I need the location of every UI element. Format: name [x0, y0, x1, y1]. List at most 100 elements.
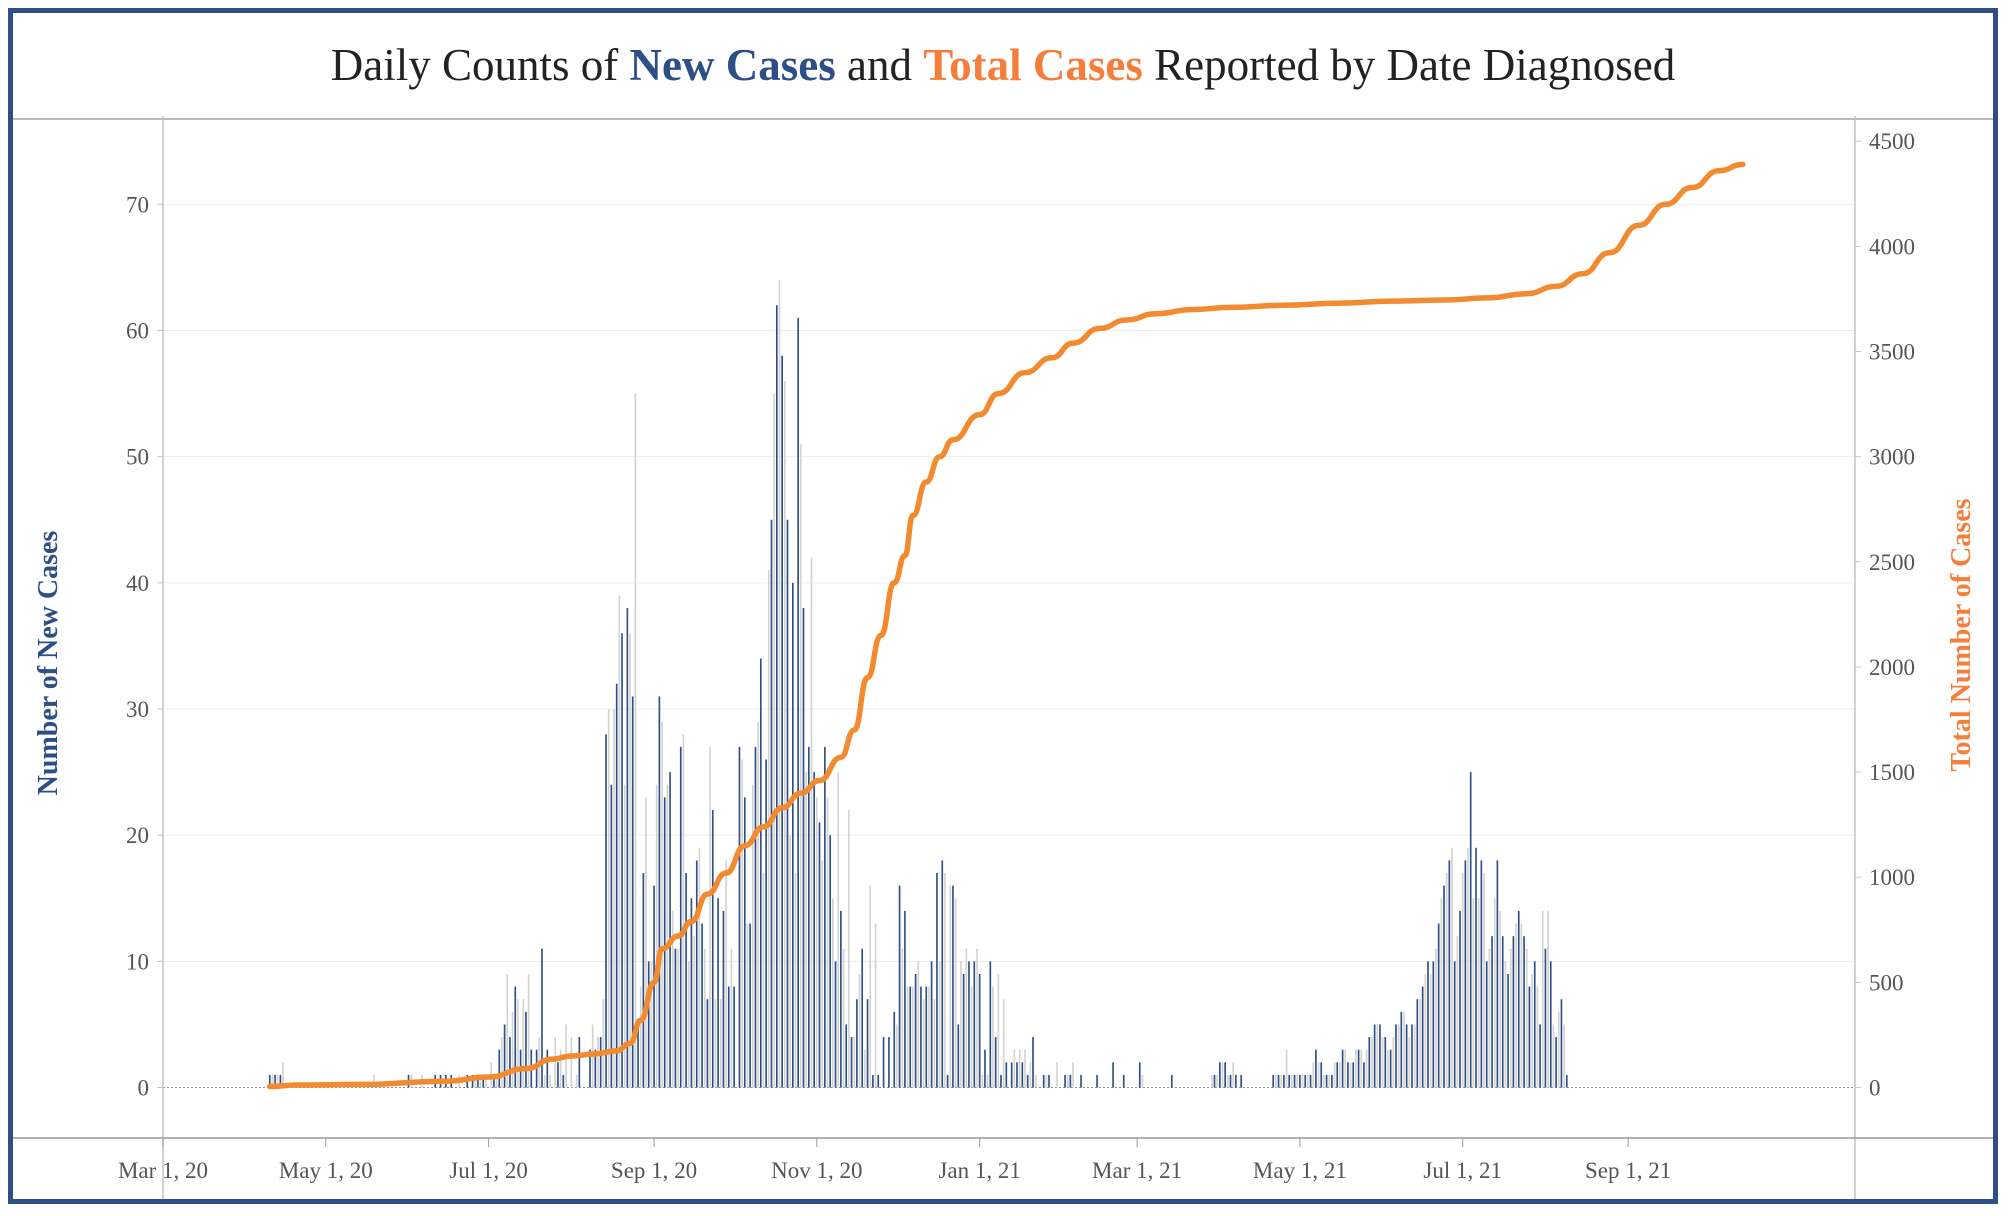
new-cases-bar — [898, 885, 901, 1088]
new-cases-bar — [1509, 948, 1512, 1088]
new-cases-bar — [837, 772, 840, 1088]
new-cases-bar — [268, 1074, 271, 1088]
new-cases-bar — [896, 1024, 898, 1088]
new-cases-bar — [901, 948, 904, 1088]
new-cases-bar — [989, 961, 992, 1088]
new-cases-bar — [495, 1074, 498, 1088]
title-prefix: Daily Counts of — [330, 40, 630, 90]
new-cases-bar — [621, 633, 623, 1088]
new-cases-bar — [714, 999, 717, 1088]
new-cases-bar — [645, 797, 647, 1088]
new-cases-bar — [749, 923, 751, 1088]
new-cases-bar — [751, 784, 754, 1088]
new-cases-bar — [1389, 1049, 1392, 1088]
new-cases-bar — [634, 393, 637, 1088]
new-cases-bar — [1507, 973, 1509, 1088]
axes: 0 10 20 30 40 50 60 70 0 500 1000 1500 2000 2500 3000 3… — [13, 116, 1993, 1199]
new-cases-bar — [618, 595, 621, 1088]
new-cases-bar — [1299, 1074, 1301, 1088]
new-cases-bar — [727, 986, 730, 1088]
new-cases-bar — [1336, 1062, 1339, 1088]
new-cases-bar — [954, 898, 957, 1088]
new-cases-bar — [610, 784, 613, 1088]
new-cases-bar — [602, 999, 605, 1088]
new-cases-bar — [824, 746, 826, 1088]
new-cases-bar — [1315, 1049, 1317, 1088]
new-cases-bar — [701, 923, 703, 1088]
new-cases-bar — [722, 910, 725, 1088]
new-cases-bar — [1547, 910, 1549, 1088]
new-cases-bar — [1307, 1074, 1309, 1088]
y-tick-label-left: 10 — [126, 949, 149, 974]
new-cases-bar — [1419, 999, 1421, 1088]
new-cases-bar — [1277, 1074, 1280, 1088]
new-cases-bar — [546, 1049, 549, 1088]
new-cases-bar — [1080, 1074, 1082, 1088]
new-cases-bar — [866, 999, 869, 1088]
y-tick-label-right: 500 — [1869, 970, 1904, 995]
new-cases-bar — [906, 986, 909, 1088]
new-cases-bar — [1312, 1062, 1315, 1088]
new-cases-bar — [856, 999, 858, 1088]
new-cases-bar — [506, 973, 509, 1088]
new-cases-bar — [1432, 961, 1435, 1088]
new-cases-bar — [1320, 1062, 1323, 1088]
title-suffix: Reported by Date Diagnosed — [1142, 40, 1676, 90]
new-cases-bar — [1034, 1074, 1037, 1088]
new-cases-bar — [1525, 948, 1528, 1088]
new-cases-bar — [631, 696, 634, 1088]
new-cases-bar — [578, 1037, 581, 1088]
new-cases-bar — [1483, 873, 1485, 1088]
new-cases-bar — [1048, 1074, 1050, 1088]
new-cases-bar — [522, 999, 525, 1088]
y-axis-title-left: Number of New Cases — [33, 531, 64, 796]
new-cases-bar — [1515, 923, 1517, 1088]
new-cases-bar — [960, 961, 962, 1088]
new-cases-bar — [848, 809, 850, 1088]
new-cases-bar — [725, 860, 727, 1088]
x-tick-label: May 1, 21 — [1253, 1158, 1347, 1183]
new-cases-bar — [805, 772, 807, 1088]
new-cases-bar — [882, 1037, 885, 1088]
y-tick-label-right: 3500 — [1869, 340, 1915, 365]
y-tick-label-right: 0 — [1869, 1076, 1881, 1101]
new-cases-bar — [607, 709, 610, 1088]
new-cases-bar — [816, 797, 818, 1088]
new-cases-bar — [853, 1037, 856, 1088]
new-cases-bar — [952, 885, 954, 1088]
new-cases-bar — [1533, 961, 1536, 1088]
new-cases-bar — [1408, 1037, 1411, 1088]
new-cases-bar — [1002, 999, 1005, 1088]
new-cases-bar — [1488, 948, 1491, 1088]
new-cases-bar — [695, 860, 698, 1088]
new-cases-bar — [1480, 860, 1483, 1088]
x-tick-label: Jul 1, 21 — [1423, 1158, 1502, 1183]
new-cases-bar — [1451, 847, 1453, 1088]
new-cases-bar — [920, 986, 922, 1088]
new-cases-bar — [778, 280, 781, 1088]
new-cases-bar — [1296, 1074, 1299, 1088]
new-cases-bar — [1491, 936, 1493, 1088]
new-cases-bar — [759, 658, 762, 1088]
new-cases-bar — [626, 608, 629, 1088]
new-cases-bar — [674, 948, 677, 1088]
new-cases-bar — [1429, 973, 1432, 1088]
new-cases-bar — [474, 1074, 477, 1088]
new-cases-bar — [1368, 1037, 1371, 1088]
new-cases-bar — [1042, 1074, 1045, 1088]
y-tick-label-left: 40 — [126, 571, 149, 596]
new-cases-bar — [1112, 1062, 1114, 1088]
new-cases-bar — [1472, 898, 1475, 1088]
new-cases-bar — [877, 1074, 880, 1088]
new-cases-bar — [1395, 1024, 1397, 1088]
new-cases-bar — [1531, 973, 1533, 1088]
new-cases-bar — [559, 1049, 562, 1088]
new-cases-bar — [1309, 1074, 1312, 1088]
new-cases-bar — [1293, 1074, 1296, 1088]
new-cases-bar — [1344, 1049, 1347, 1088]
y-tick-label-left: 60 — [126, 318, 149, 343]
new-cases-bar — [912, 986, 914, 1088]
new-cases-bar — [549, 1074, 551, 1088]
x-tick-label: Mar 1, 20 — [118, 1158, 208, 1183]
new-cases-bar — [1275, 1074, 1277, 1088]
